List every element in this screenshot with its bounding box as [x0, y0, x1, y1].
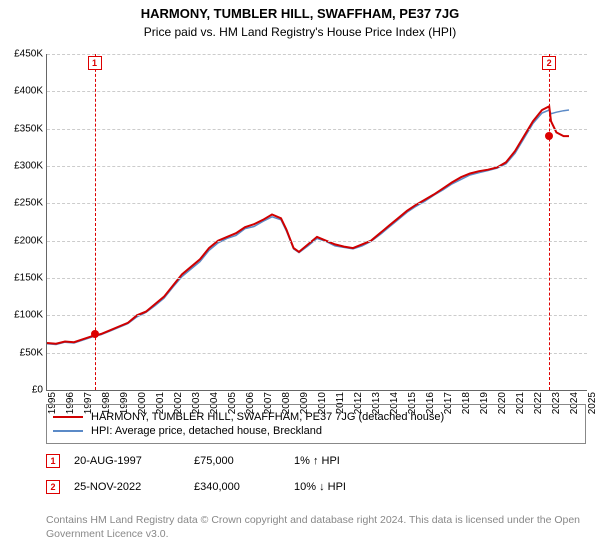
gridline [47, 241, 587, 242]
y-axis-label: £450K [14, 49, 43, 60]
legend-swatch [53, 430, 83, 432]
sale-hpi: 1% ↑ HPI [294, 455, 394, 467]
chart-lines [47, 54, 587, 390]
y-axis-label: £350K [14, 123, 43, 134]
sale-row: 1 20-AUG-1997£75,0001% ↑ HPI [46, 448, 586, 474]
legend-label: HPI: Average price, detached house, Brec… [91, 425, 322, 437]
sales-legend: 1 20-AUG-1997£75,0001% ↑ HPI 2 25-NOV-2022£… [46, 448, 586, 500]
x-axis-label: 2025 [587, 392, 598, 414]
marker-line [549, 54, 550, 390]
gridline [47, 278, 587, 279]
gridline [47, 54, 587, 55]
gridline [47, 91, 587, 92]
y-axis-label: £0 [32, 385, 43, 396]
y-axis-label: £400K [14, 86, 43, 97]
sale-price: £75,000 [194, 455, 294, 467]
sale-marker-icon: 1 [46, 454, 60, 468]
sale-date: 20-AUG-1997 [74, 455, 194, 467]
chart-container: HARMONY, TUMBLER HILL, SWAFFHAM, PE37 7J… [0, 0, 600, 560]
gridline [47, 353, 587, 354]
y-axis-label: £250K [14, 198, 43, 209]
marker-dot [91, 330, 99, 338]
y-axis-label: £100K [14, 310, 43, 321]
gridline [47, 203, 587, 204]
chart-title: HARMONY, TUMBLER HILL, SWAFFHAM, PE37 7J… [0, 0, 600, 21]
marker-dot [545, 132, 553, 140]
marker-line [95, 54, 96, 390]
gridline [47, 166, 587, 167]
sale-row: 2 25-NOV-2022£340,00010% ↓ HPI [46, 474, 586, 500]
y-axis-label: £50K [20, 347, 43, 358]
gridline [47, 315, 587, 316]
legend-swatch [53, 416, 83, 418]
sale-hpi: 10% ↓ HPI [294, 481, 394, 493]
sale-price: £340,000 [194, 481, 294, 493]
marker-box: 1 [88, 56, 102, 70]
sale-date: 25-NOV-2022 [74, 481, 194, 493]
sale-marker-icon: 2 [46, 480, 60, 494]
footer-text: Contains HM Land Registry data © Crown c… [46, 514, 586, 541]
series-line [47, 106, 569, 343]
y-axis-label: £300K [14, 161, 43, 172]
series-legend: HARMONY, TUMBLER HILL, SWAFFHAM, PE37 7J… [46, 404, 586, 444]
legend-row: HPI: Average price, detached house, Brec… [53, 425, 579, 437]
marker-box: 2 [542, 56, 556, 70]
series-line [47, 110, 569, 345]
gridline [47, 129, 587, 130]
chart-subtitle: Price paid vs. HM Land Registry's House … [0, 21, 600, 39]
y-axis-label: £200K [14, 235, 43, 246]
y-axis-label: £150K [14, 273, 43, 284]
legend-label: HARMONY, TUMBLER HILL, SWAFFHAM, PE37 7J… [91, 411, 444, 423]
plot-area: £0£50K£100K£150K£200K£250K£300K£350K£400… [46, 54, 587, 391]
legend-row: HARMONY, TUMBLER HILL, SWAFFHAM, PE37 7J… [53, 411, 579, 423]
